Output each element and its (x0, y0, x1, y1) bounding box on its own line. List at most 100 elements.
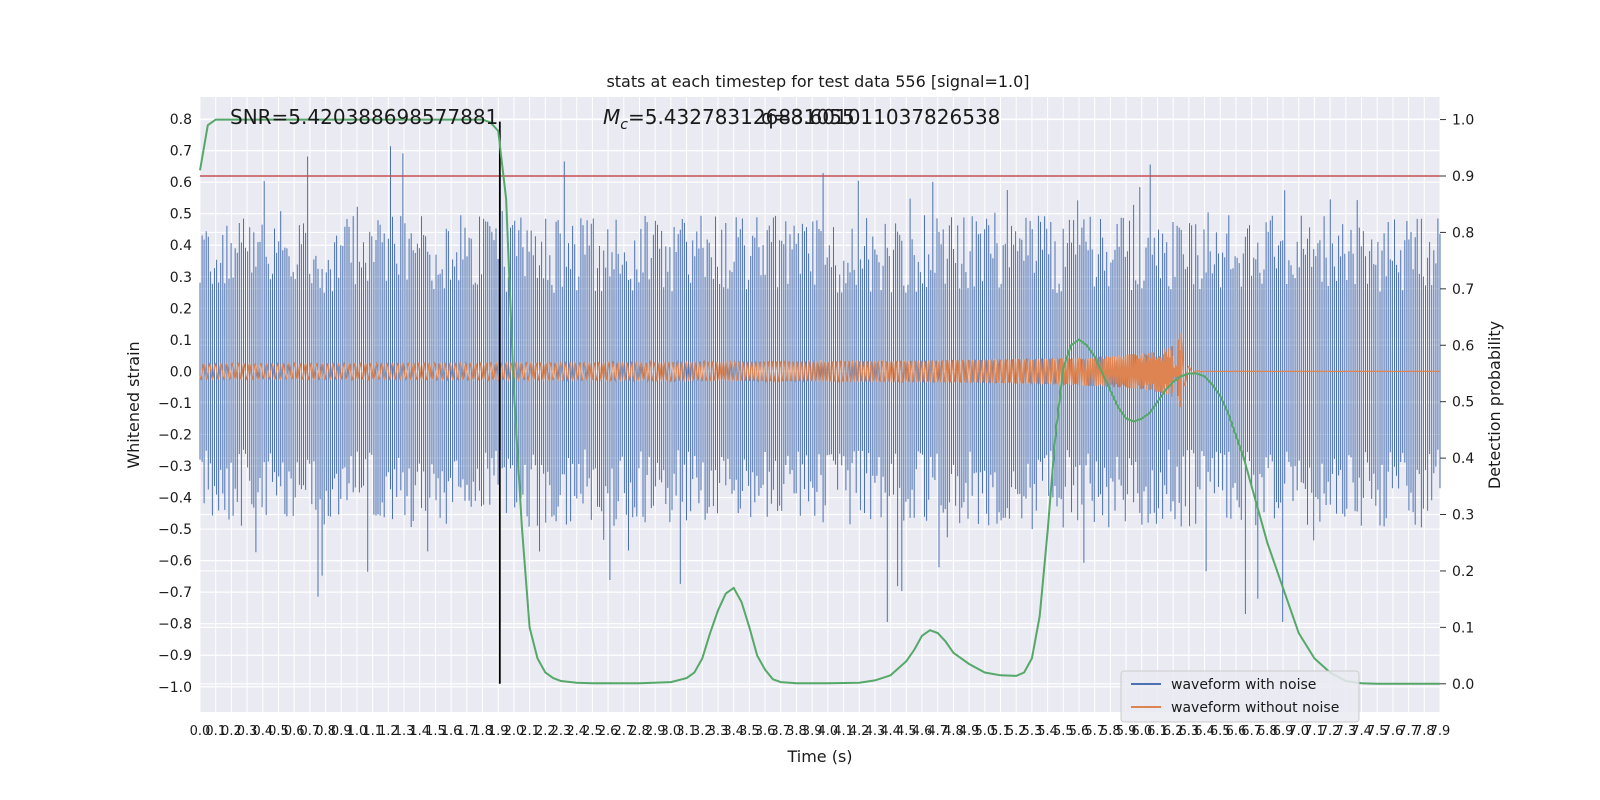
x-tick-label: 7.8 (1414, 724, 1435, 739)
left-tick-label: −0.1 (158, 396, 192, 412)
right-tick-label: 0.8 (1452, 225, 1474, 241)
x-tick-label: 6.5 (1210, 724, 1231, 739)
x-tick-label: 1.8 (472, 724, 493, 739)
left-tick-label: −0.4 (158, 491, 192, 507)
right-tick-label: 0.4 (1452, 451, 1474, 467)
right-tick-label: 0.6 (1452, 338, 1474, 354)
x-tick-label: 1.4 (409, 724, 430, 739)
left-tick-label: 0.6 (170, 175, 192, 191)
legend: waveform with noise waveform without noi… (1120, 670, 1360, 723)
x-tick-label: 4.2 (849, 724, 870, 739)
x-tick-label: 1.2 (378, 724, 399, 739)
x-tick-label: 5.3 (1022, 724, 1043, 739)
x-tick-label: 3.9 (802, 724, 823, 739)
x-tick-label: 4.4 (880, 724, 901, 739)
left-axis-label: Whitened strain (124, 341, 143, 468)
x-axis-ticks: 0.00.10.20.30.40.50.60.70.80.91.01.11.21… (190, 724, 1451, 739)
x-tick-label: 2.2 (535, 724, 556, 739)
left-tick-label: 0.2 (170, 301, 192, 317)
x-tick-label: 3.0 (661, 724, 682, 739)
x-axis-label: Time (s) (786, 747, 852, 766)
legend-box (1120, 670, 1360, 723)
x-tick-label: 5.1 (990, 724, 1011, 739)
left-tick-label: −0.5 (158, 522, 192, 538)
x-tick-label: 0.5 (268, 724, 289, 739)
plot-area: SNR=5.420388698577881 Mc=5.4327831268310… (199, 97, 1441, 723)
left-tick-label: −0.2 (158, 427, 192, 443)
left-axis-ticks: 0.8 0.7 0.6 0.5 0.4 0.3 0.2 0.1 0.0 −0.1 −0.2 −0.3 −… (158, 112, 192, 696)
left-tick-label: 0.5 (170, 207, 192, 223)
right-tick-label: 0.2 (1452, 564, 1474, 580)
x-tick-label: 1.0 (347, 724, 368, 739)
x-tick-label: 2.5 (582, 724, 603, 739)
x-tick-label: 2.0 (504, 724, 525, 739)
left-tick-label: −0.9 (158, 648, 192, 664)
left-tick-label: −0.3 (158, 459, 192, 475)
right-axis-label: Detection probability (1485, 321, 1504, 489)
x-tick-label: 1.7 (456, 724, 477, 739)
x-tick-label: 2.9 (645, 724, 666, 739)
x-tick-label: 7.7 (1398, 724, 1419, 739)
x-tick-label: 4.6 (912, 724, 933, 739)
right-tick-label: 0.0 (1452, 677, 1474, 693)
x-tick-label: 0.6 (284, 724, 305, 739)
x-tick-label: 5.7 (1084, 724, 1105, 739)
chirp-mass-value: =5.432783126831055 (628, 105, 855, 129)
x-tick-label: 0.9 (331, 724, 352, 739)
x-tick-label: 5.6 (1069, 724, 1090, 739)
right-tick-label: 0.3 (1452, 508, 1474, 524)
legend-label-waveform-without-noise: waveform without noise (1171, 700, 1339, 716)
x-tick-label: 3.2 (692, 724, 713, 739)
x-tick-label: 2.7 (613, 724, 634, 739)
left-tick-label: 0.7 (170, 144, 192, 160)
right-tick-label: 0.1 (1452, 620, 1474, 636)
x-tick-label: 6.4 (1194, 724, 1215, 739)
x-tick-label: 6.3 (1179, 724, 1200, 739)
chirp-mass-subscript: c (620, 117, 628, 133)
x-tick-label: 6.1 (1147, 724, 1168, 739)
x-tick-label: 3.4 (723, 724, 744, 739)
x-tick-label: 7.4 (1351, 724, 1372, 739)
right-tick-label: 0.9 (1452, 169, 1474, 185)
x-tick-label: 7.0 (1288, 724, 1309, 739)
x-tick-label: 5.5 (1053, 724, 1074, 739)
x-tick-label: 6.7 (1241, 724, 1262, 739)
x-tick-label: 0.8 (315, 724, 336, 739)
right-tick-label: 1.0 (1452, 113, 1474, 129)
x-tick-label: 4.3 (865, 724, 886, 739)
left-tick-label: −0.8 (158, 617, 192, 633)
chirp-mass-annotation: Mc=5.432783126831055 (603, 105, 855, 133)
x-tick-label: 4.8 (943, 724, 964, 739)
x-tick-label: 5.8 (1100, 724, 1121, 739)
left-tick-label: 0.8 (170, 112, 192, 128)
snr-annotation: SNR=5.420388698577881 (230, 105, 498, 129)
x-tick-label: 4.5 (896, 724, 917, 739)
x-tick-label: 0.0 (190, 724, 211, 739)
x-tick-label: 6.2 (1163, 724, 1184, 739)
x-tick-label: 6.0 (1131, 724, 1152, 739)
x-tick-label: 2.3 (551, 724, 572, 739)
x-tick-label: 7.9 (1430, 724, 1451, 739)
x-tick-label: 5.0 (974, 724, 995, 739)
series-waveform-without-noise (199, 333, 1440, 408)
x-tick-label: 5.4 (1037, 724, 1058, 739)
right-tick-label: 0.7 (1452, 282, 1474, 298)
x-tick-label: 7.3 (1335, 724, 1356, 739)
right-axis-ticks: 1.0 0.9 0.8 0.7 0.6 0.5 0.4 0.3 0.2 0.1 0.0 (1440, 113, 1474, 693)
x-tick-label: 5.9 (1116, 724, 1137, 739)
x-tick-label: 0.1 (205, 724, 226, 739)
chirp-mass-symbol: M (603, 105, 620, 129)
x-tick-label: 4.9 (959, 724, 980, 739)
x-tick-label: 6.9 (1273, 724, 1294, 739)
left-tick-label: 0.4 (170, 238, 192, 254)
chart-title: stats at each timestep for test data 556… (606, 72, 1029, 91)
x-tick-label: 3.7 (770, 724, 791, 739)
x-tick-label: 4.0 (818, 724, 839, 739)
left-tick-label: 0.0 (170, 364, 192, 380)
right-tick-label: 0.5 (1452, 395, 1474, 411)
left-tick-label: −0.7 (158, 585, 192, 601)
x-tick-label: 3.8 (786, 724, 807, 739)
x-tick-label: 2.6 (598, 724, 619, 739)
x-tick-label: 7.6 (1383, 724, 1404, 739)
